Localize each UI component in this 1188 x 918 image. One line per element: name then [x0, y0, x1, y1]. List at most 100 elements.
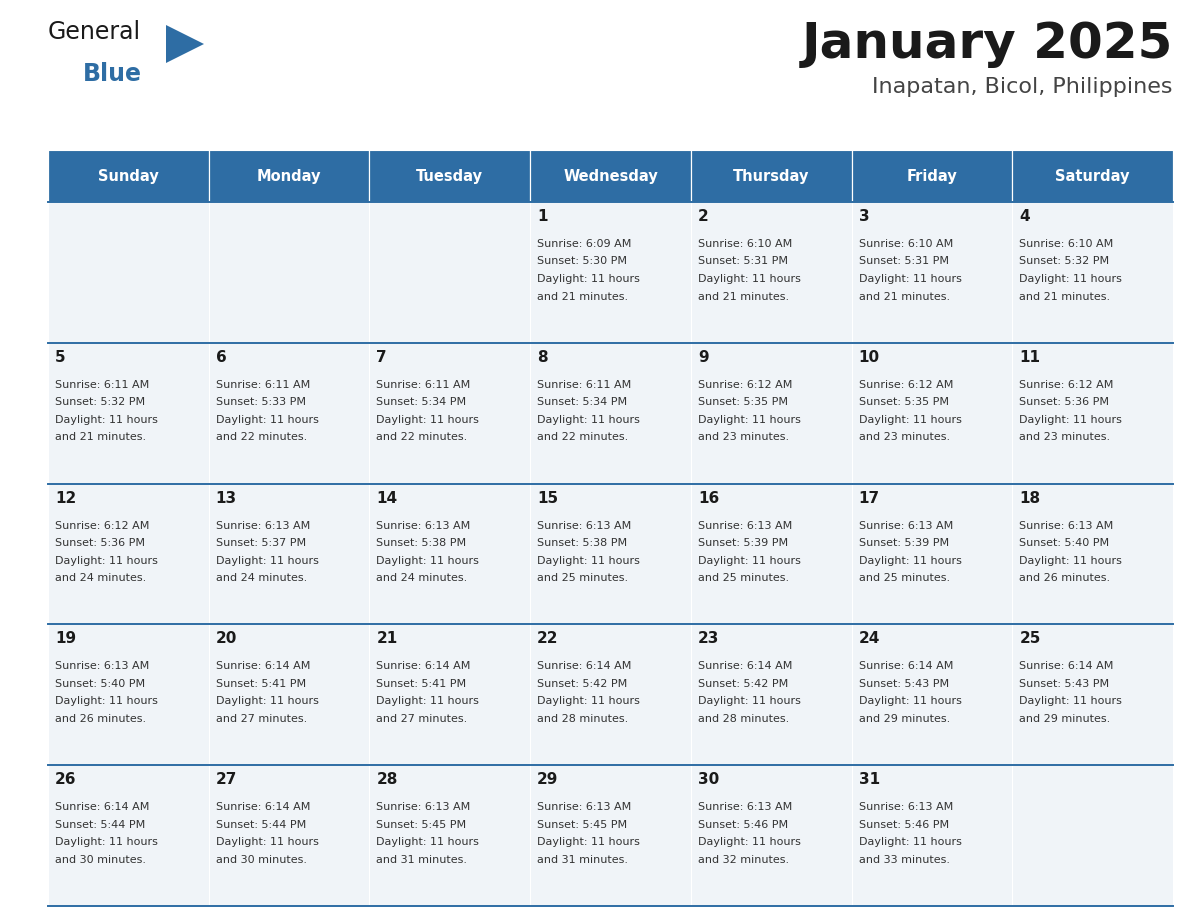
- Text: Sunrise: 6:13 AM: Sunrise: 6:13 AM: [697, 521, 792, 531]
- Bar: [691, 150, 852, 202]
- Text: Daylight: 11 hours: Daylight: 11 hours: [55, 555, 158, 565]
- Text: Sunset: 5:35 PM: Sunset: 5:35 PM: [697, 397, 788, 408]
- Text: 11: 11: [1019, 350, 1041, 364]
- Bar: [48, 342, 209, 484]
- Text: Sunset: 5:36 PM: Sunset: 5:36 PM: [55, 538, 145, 548]
- Text: Daylight: 11 hours: Daylight: 11 hours: [377, 555, 479, 565]
- Text: Daylight: 11 hours: Daylight: 11 hours: [697, 697, 801, 706]
- Text: General: General: [48, 20, 141, 44]
- Text: Daylight: 11 hours: Daylight: 11 hours: [216, 837, 318, 847]
- Text: and 32 minutes.: and 32 minutes.: [697, 855, 789, 865]
- Text: and 29 minutes.: and 29 minutes.: [1019, 714, 1111, 724]
- Text: Sunset: 5:44 PM: Sunset: 5:44 PM: [216, 820, 307, 830]
- Text: 27: 27: [216, 772, 238, 788]
- Text: Daylight: 11 hours: Daylight: 11 hours: [859, 415, 961, 425]
- Text: 5: 5: [55, 350, 65, 364]
- Text: Daylight: 11 hours: Daylight: 11 hours: [216, 697, 318, 706]
- Text: Sunset: 5:42 PM: Sunset: 5:42 PM: [537, 679, 627, 688]
- Bar: [852, 150, 1012, 202]
- Text: Sunset: 5:42 PM: Sunset: 5:42 PM: [697, 679, 788, 688]
- Text: and 23 minutes.: and 23 minutes.: [697, 432, 789, 442]
- Text: Daylight: 11 hours: Daylight: 11 hours: [216, 415, 318, 425]
- Text: Inapatan, Bicol, Philippines: Inapatan, Bicol, Philippines: [872, 77, 1173, 97]
- Text: Sunset: 5:38 PM: Sunset: 5:38 PM: [377, 538, 467, 548]
- Bar: [530, 484, 691, 624]
- Text: Daylight: 11 hours: Daylight: 11 hours: [697, 274, 801, 284]
- Text: Sunset: 5:30 PM: Sunset: 5:30 PM: [537, 256, 627, 266]
- Text: 3: 3: [859, 209, 870, 224]
- Text: and 25 minutes.: and 25 minutes.: [697, 573, 789, 583]
- Bar: [1012, 202, 1173, 342]
- Text: Sunrise: 6:14 AM: Sunrise: 6:14 AM: [377, 661, 470, 671]
- Text: 14: 14: [377, 490, 398, 506]
- Bar: [530, 342, 691, 484]
- Text: and 21 minutes.: and 21 minutes.: [1019, 292, 1111, 301]
- Bar: [1012, 624, 1173, 766]
- Text: 4: 4: [1019, 209, 1030, 224]
- Text: Sunrise: 6:11 AM: Sunrise: 6:11 AM: [55, 380, 150, 390]
- Text: Saturday: Saturday: [1055, 169, 1130, 184]
- Text: Sunset: 5:43 PM: Sunset: 5:43 PM: [1019, 679, 1110, 688]
- Bar: [48, 766, 209, 906]
- Bar: [1012, 766, 1173, 906]
- Text: and 25 minutes.: and 25 minutes.: [859, 573, 949, 583]
- Text: Sunrise: 6:10 AM: Sunrise: 6:10 AM: [1019, 239, 1113, 249]
- Text: Daylight: 11 hours: Daylight: 11 hours: [377, 837, 479, 847]
- Text: and 23 minutes.: and 23 minutes.: [1019, 432, 1111, 442]
- Text: 21: 21: [377, 632, 398, 646]
- Text: Sunrise: 6:10 AM: Sunrise: 6:10 AM: [697, 239, 792, 249]
- Text: Sunset: 5:33 PM: Sunset: 5:33 PM: [216, 397, 305, 408]
- Text: Sunrise: 6:12 AM: Sunrise: 6:12 AM: [859, 380, 953, 390]
- Bar: [369, 624, 530, 766]
- Text: and 21 minutes.: and 21 minutes.: [697, 292, 789, 301]
- Text: Daylight: 11 hours: Daylight: 11 hours: [859, 555, 961, 565]
- Text: 23: 23: [697, 632, 719, 646]
- Text: Thursday: Thursday: [733, 169, 809, 184]
- Text: Sunset: 5:41 PM: Sunset: 5:41 PM: [377, 679, 467, 688]
- Text: Sunrise: 6:14 AM: Sunrise: 6:14 AM: [1019, 661, 1113, 671]
- Bar: [369, 202, 530, 342]
- Text: 31: 31: [859, 772, 879, 788]
- Bar: [48, 624, 209, 766]
- Text: Daylight: 11 hours: Daylight: 11 hours: [697, 415, 801, 425]
- Text: Daylight: 11 hours: Daylight: 11 hours: [537, 555, 640, 565]
- Bar: [369, 766, 530, 906]
- Text: Daylight: 11 hours: Daylight: 11 hours: [697, 555, 801, 565]
- Text: January 2025: January 2025: [802, 20, 1173, 68]
- Bar: [530, 624, 691, 766]
- Text: 13: 13: [216, 490, 236, 506]
- Text: 10: 10: [859, 350, 879, 364]
- Text: and 24 minutes.: and 24 minutes.: [377, 573, 468, 583]
- Text: and 23 minutes.: and 23 minutes.: [859, 432, 949, 442]
- Text: Sunrise: 6:13 AM: Sunrise: 6:13 AM: [859, 521, 953, 531]
- Text: Daylight: 11 hours: Daylight: 11 hours: [377, 697, 479, 706]
- Text: and 26 minutes.: and 26 minutes.: [55, 714, 146, 724]
- Text: Sunset: 5:40 PM: Sunset: 5:40 PM: [1019, 538, 1110, 548]
- Bar: [369, 484, 530, 624]
- Text: Sunset: 5:32 PM: Sunset: 5:32 PM: [1019, 256, 1110, 266]
- Bar: [691, 766, 852, 906]
- Bar: [1012, 150, 1173, 202]
- Text: 25: 25: [1019, 632, 1041, 646]
- Text: Sunset: 5:34 PM: Sunset: 5:34 PM: [377, 397, 467, 408]
- Text: 29: 29: [537, 772, 558, 788]
- Bar: [852, 484, 1012, 624]
- Text: Sunrise: 6:14 AM: Sunrise: 6:14 AM: [859, 661, 953, 671]
- Text: and 25 minutes.: and 25 minutes.: [537, 573, 628, 583]
- Text: 7: 7: [377, 350, 387, 364]
- Text: Sunset: 5:36 PM: Sunset: 5:36 PM: [1019, 397, 1110, 408]
- Text: Sunset: 5:44 PM: Sunset: 5:44 PM: [55, 820, 145, 830]
- Text: Sunset: 5:34 PM: Sunset: 5:34 PM: [537, 397, 627, 408]
- Bar: [852, 202, 1012, 342]
- Text: Sunrise: 6:13 AM: Sunrise: 6:13 AM: [55, 661, 150, 671]
- Text: Sunset: 5:31 PM: Sunset: 5:31 PM: [697, 256, 788, 266]
- Bar: [691, 202, 852, 342]
- Text: and 21 minutes.: and 21 minutes.: [859, 292, 949, 301]
- Text: Sunrise: 6:11 AM: Sunrise: 6:11 AM: [377, 380, 470, 390]
- Text: Daylight: 11 hours: Daylight: 11 hours: [537, 837, 640, 847]
- Text: Sunrise: 6:11 AM: Sunrise: 6:11 AM: [537, 380, 631, 390]
- Text: Daylight: 11 hours: Daylight: 11 hours: [859, 274, 961, 284]
- Text: 28: 28: [377, 772, 398, 788]
- Text: Daylight: 11 hours: Daylight: 11 hours: [537, 274, 640, 284]
- Text: Sunrise: 6:14 AM: Sunrise: 6:14 AM: [216, 802, 310, 812]
